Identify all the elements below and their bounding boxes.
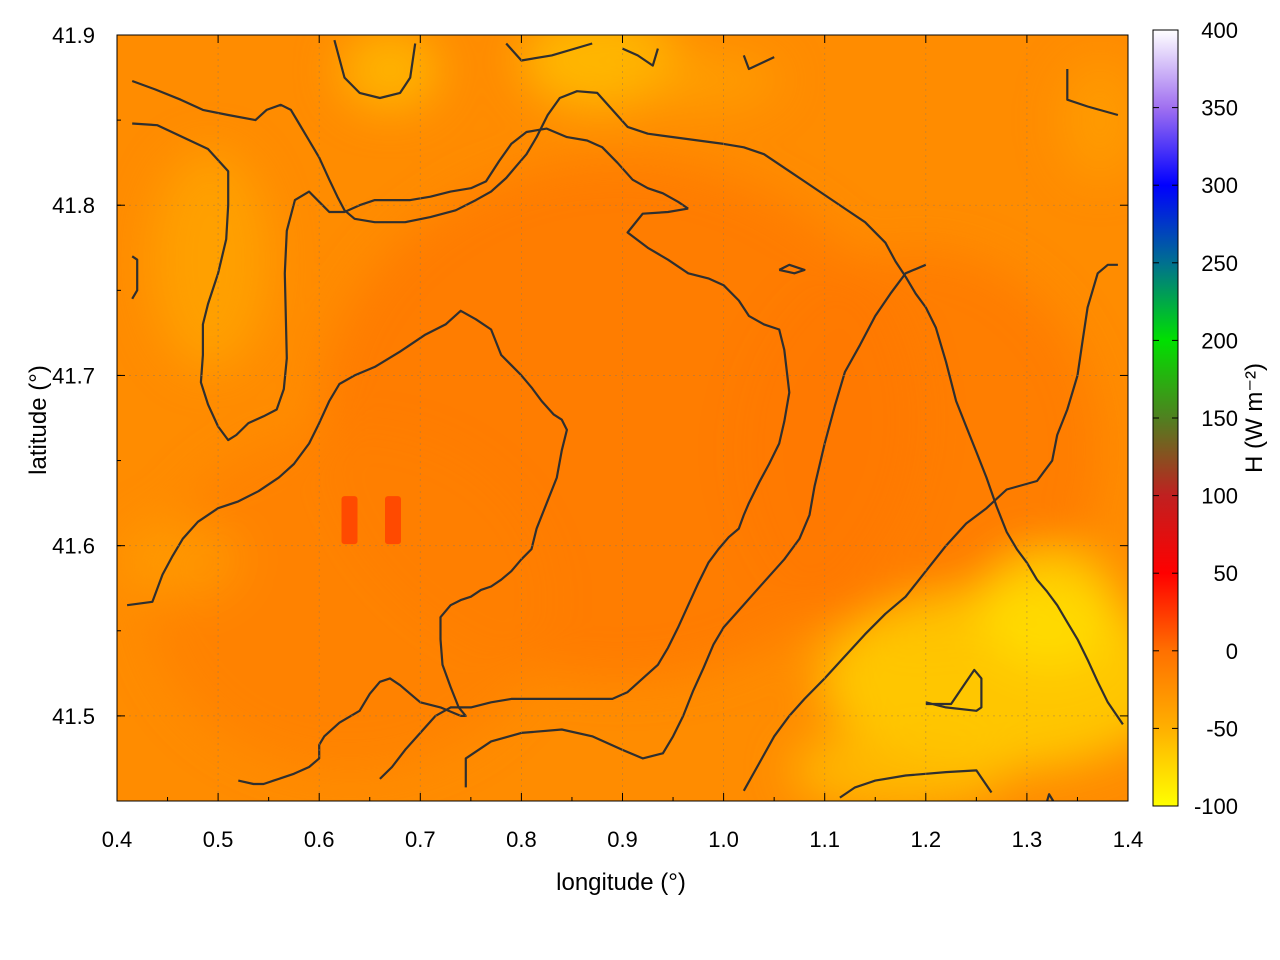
colorbar-ticks: -100 -50 0 50 100 150 200 250 300 350 400: [1153, 18, 1238, 819]
contour-line-1: [131, 79, 1124, 726]
contour-line-5: [464, 263, 927, 788]
y-tick-label: 41.7: [52, 363, 95, 388]
contour-line-4: [126, 309, 568, 786]
x-tick-label: 0.7: [405, 827, 436, 852]
contour-line-15: [1066, 69, 1119, 117]
cool-region: [150, 150, 270, 370]
y-axis: 41.5 41.6 41.7 41.8 41.9: [52, 23, 1128, 802]
colorbar-tick-label: 0: [1226, 639, 1238, 664]
cool-region: [340, 35, 440, 110]
colorbar-title: H (W m⁻²): [1241, 363, 1268, 473]
contour-line-6: [742, 263, 1118, 792]
cool-region: [620, 50, 780, 110]
colorbar-tick-label: 200: [1201, 328, 1238, 353]
y-tick-label: 41.6: [52, 534, 95, 559]
x-tick-label: 1.4: [1113, 827, 1144, 852]
x-tick-label: 0.9: [607, 827, 638, 852]
warm-region: [740, 250, 1100, 650]
x-tick-label: 1.1: [809, 827, 840, 852]
x-tick-label: 1.2: [911, 827, 942, 852]
y-axis-title: latitude (°): [25, 365, 52, 475]
hot-spot-1: [341, 496, 358, 545]
contour-line-8: [925, 668, 983, 712]
grid-lines: [117, 34, 1128, 801]
x-axis: 0.4 0.5 0.6 0.7 0.8 0.9 1.0 1.1 1.2 1.3 1.4: [102, 35, 1144, 852]
contour-line-12: [505, 42, 593, 62]
colorbar-tick-label: 350: [1201, 96, 1238, 121]
y-tick-label: 41.9: [52, 23, 95, 48]
plot-area: [117, 35, 1128, 801]
cool-region: [1060, 60, 1128, 180]
x-tick-label: 0.8: [506, 827, 537, 852]
colorbar: -100 -50 0 50 100 150 200 250 300 350 400 H (W m⁻²…: [1152, 18, 1268, 819]
cool-region: [980, 550, 1120, 670]
contour-line-14: [742, 55, 775, 71]
y-tick-label: 41.8: [52, 193, 95, 218]
colorbar-tick-label: -100: [1194, 794, 1238, 819]
cool-region: [790, 730, 1010, 801]
contour-line-16: [1046, 793, 1055, 801]
x-axis-title: longitude (°): [556, 869, 686, 896]
contour-line-7: [839, 769, 993, 799]
colorbar-tick-label: 150: [1201, 406, 1238, 431]
colorbar-tick-label: 400: [1201, 18, 1238, 43]
x-tick-label: 0.6: [304, 827, 335, 852]
y-tick-label: 41.5: [52, 704, 95, 729]
colorbar-tick-label: 250: [1201, 251, 1238, 276]
contour-line-2: [132, 122, 689, 442]
colorbar-tick-label: 100: [1201, 484, 1238, 509]
x-tick-label: 1.3: [1012, 827, 1043, 852]
contour-line-3: [379, 207, 791, 780]
hot-spots: [341, 496, 401, 545]
x-tick-label: 0.5: [203, 827, 234, 852]
contour-line-10: [131, 255, 139, 300]
colorbar-tick-label: 50: [1214, 561, 1238, 586]
colorbar-tick-label: -50: [1206, 716, 1238, 741]
hot-spot-2: [385, 496, 401, 545]
contour-line-13: [622, 47, 659, 67]
heatmap-field: [120, 35, 1128, 801]
contour-lines: [126, 39, 1124, 801]
cool-region: [120, 520, 240, 600]
x-tick-label: 0.4: [102, 827, 133, 852]
warm-region: [150, 430, 550, 770]
contour-line-9: [778, 263, 806, 275]
x-tick-label: 1.0: [708, 827, 739, 852]
colorbar-tick-label: 300: [1201, 173, 1238, 198]
contour-line-11: [333, 39, 417, 100]
